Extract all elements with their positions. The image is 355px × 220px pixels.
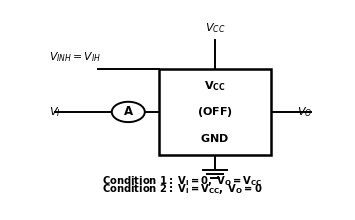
Text: $V_{CC}$: $V_{CC}$ — [205, 21, 225, 35]
Text: $V_{INH} = V_{IH}$: $V_{INH} = V_{IH}$ — [49, 50, 100, 64]
Text: $\mathbf{GND}$: $\mathbf{GND}$ — [201, 132, 229, 144]
Text: $V_I$: $V_I$ — [49, 105, 60, 119]
Text: $\mathbf{Condition\ 2:\ V_I = V_{CC},\ V_O = 0}$: $\mathbf{Condition\ 2:\ V_I = V_{CC},\ V… — [102, 182, 262, 196]
Text: $\mathbf{V_{CC}}$: $\mathbf{V_{CC}}$ — [204, 79, 226, 93]
Text: $\mathbf{(OFF)}$: $\mathbf{(OFF)}$ — [197, 105, 233, 119]
Text: $V_O$: $V_O$ — [297, 105, 313, 119]
Text: $\mathbf{Condition\ 1:\ V_I = 0,\ V_O = V_{CC}}$: $\mathbf{Condition\ 1:\ V_I = 0,\ V_O = … — [102, 174, 262, 188]
Circle shape — [112, 102, 145, 122]
Text: $\mathbf{A}$: $\mathbf{A}$ — [123, 105, 134, 118]
FancyBboxPatch shape — [159, 69, 271, 155]
